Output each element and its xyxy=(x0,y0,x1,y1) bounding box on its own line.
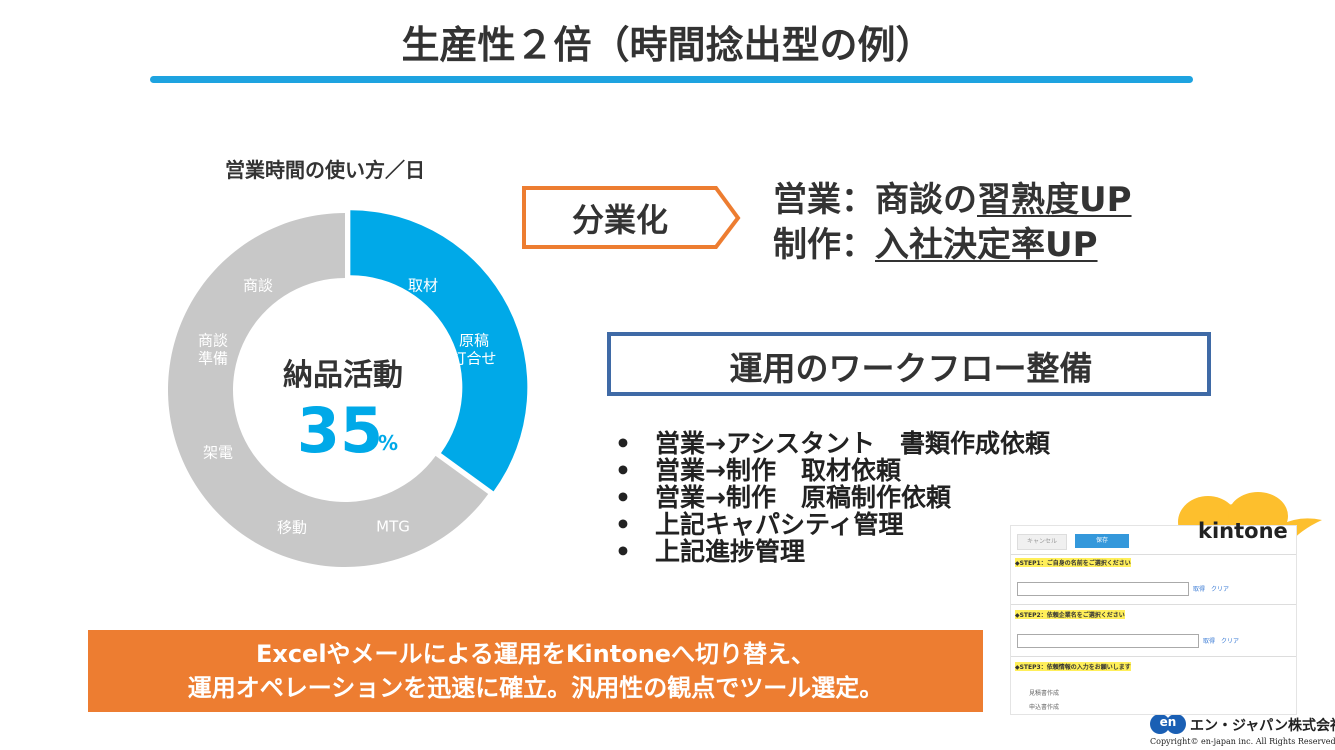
copyright: Copyright© en-japan inc. All Rights Rese… xyxy=(1150,737,1335,746)
link: 取得 クリア xyxy=(1203,638,1240,645)
center-unit: % xyxy=(378,431,398,455)
workflow-title: 運用のワークフロー整備 xyxy=(729,349,1093,388)
title-rule xyxy=(150,76,1193,83)
bullet-item: • 上記キャパシティ管理 xyxy=(615,505,904,541)
step-title: ◆STEP2：依頼企業名をご選択ください xyxy=(1015,610,1125,619)
company-name: エン・ジャパン株式会社 xyxy=(1190,718,1335,734)
bullet-item: • 営業→制作 取材依頼 xyxy=(615,451,901,487)
button: 保存 xyxy=(1075,534,1129,548)
division-line: 制作：入社決定率UP xyxy=(773,217,1098,266)
bullet-dot: • xyxy=(615,456,631,485)
segment-label: 商談 xyxy=(198,332,228,350)
segment-label: MTG xyxy=(376,518,410,536)
button: キャンセル xyxy=(1017,534,1067,550)
logo-mark xyxy=(1150,714,1170,734)
segment-label: 商談 xyxy=(243,277,273,295)
segment-label: 架電 xyxy=(203,444,233,462)
bullet-text: 上記進捗管理 xyxy=(655,537,806,566)
kintone-logo: kintone xyxy=(1198,519,1288,543)
segment-label: 原稿 xyxy=(459,332,489,350)
bullet-item: • 営業→制作 原稿制作依頼 xyxy=(615,478,951,514)
bullet-dot: • xyxy=(615,429,631,458)
summary-banner: Excelやメールによる運用をKintoneへ切り替え、 運用オペレーションを迅… xyxy=(88,630,983,712)
segment-label: 準備 xyxy=(198,350,228,368)
division-head: 制作： xyxy=(773,225,875,265)
slide-title: 生産性２倍（時間捻出型の例） xyxy=(401,23,934,67)
logo-mark xyxy=(1166,714,1186,734)
bullet-text: 営業→アシスタント 書類作成依頼 xyxy=(655,429,1050,458)
banner-line: Excelやメールによる運用をKintoneへ切り替え、 xyxy=(255,640,816,668)
chart-title: 営業時間の使い方／日 xyxy=(225,158,425,182)
center-label: 納品活動 xyxy=(283,358,403,393)
bullet-dot: • xyxy=(615,537,631,566)
segment-label: 移動 xyxy=(277,519,307,537)
segment-label: 打合せ xyxy=(451,350,496,368)
bullet-text: 上記キャパシティ管理 xyxy=(655,510,904,539)
option: 見積書作成 xyxy=(1029,690,1060,697)
division-arrow-box xyxy=(522,186,741,249)
center-value: 35 xyxy=(297,394,383,467)
bullet-text: 営業→制作 原稿制作依頼 xyxy=(655,483,951,512)
bullet-text: 営業→制作 取材依頼 xyxy=(655,456,901,485)
division-head: 営業：商談の xyxy=(773,180,977,220)
bullet-item: • 上記進捗管理 xyxy=(615,532,805,568)
step-title: ◆STEP3：依頼情報の入力をお願いします xyxy=(1015,662,1131,671)
option: 申込書作成 xyxy=(1029,704,1060,711)
bullet-item: • 営業→アシスタント 書類作成依頼 xyxy=(615,424,1050,460)
bullet-dot: • xyxy=(615,483,631,512)
division-line: 営業：商談の習熟度UP xyxy=(773,172,1132,221)
donut-segment xyxy=(350,210,528,492)
bullet-dot: • xyxy=(615,510,631,539)
step-title: ◆STEP1：ご自身の名前をご選択ください xyxy=(1015,558,1131,567)
division-highlight: 入社決定率UP xyxy=(875,225,1098,265)
workflow-box xyxy=(607,332,1211,396)
banner-line: 運用オペレーションを迅速に確立。汎用性の観点でツール選定。 xyxy=(187,674,884,702)
division-highlight: 習熟度UP xyxy=(977,180,1132,220)
division-label: 分業化 xyxy=(571,201,668,239)
logo-text: en xyxy=(1159,715,1177,729)
segment-label: 取材 xyxy=(408,277,438,295)
kintone-screenshot: キャンセル 保存 ◆STEP1：ご自身の名前をご選択ください 取得 クリア ◆S… xyxy=(1010,525,1297,715)
link: 取得 クリア xyxy=(1193,586,1230,593)
donut-rest xyxy=(167,213,489,567)
